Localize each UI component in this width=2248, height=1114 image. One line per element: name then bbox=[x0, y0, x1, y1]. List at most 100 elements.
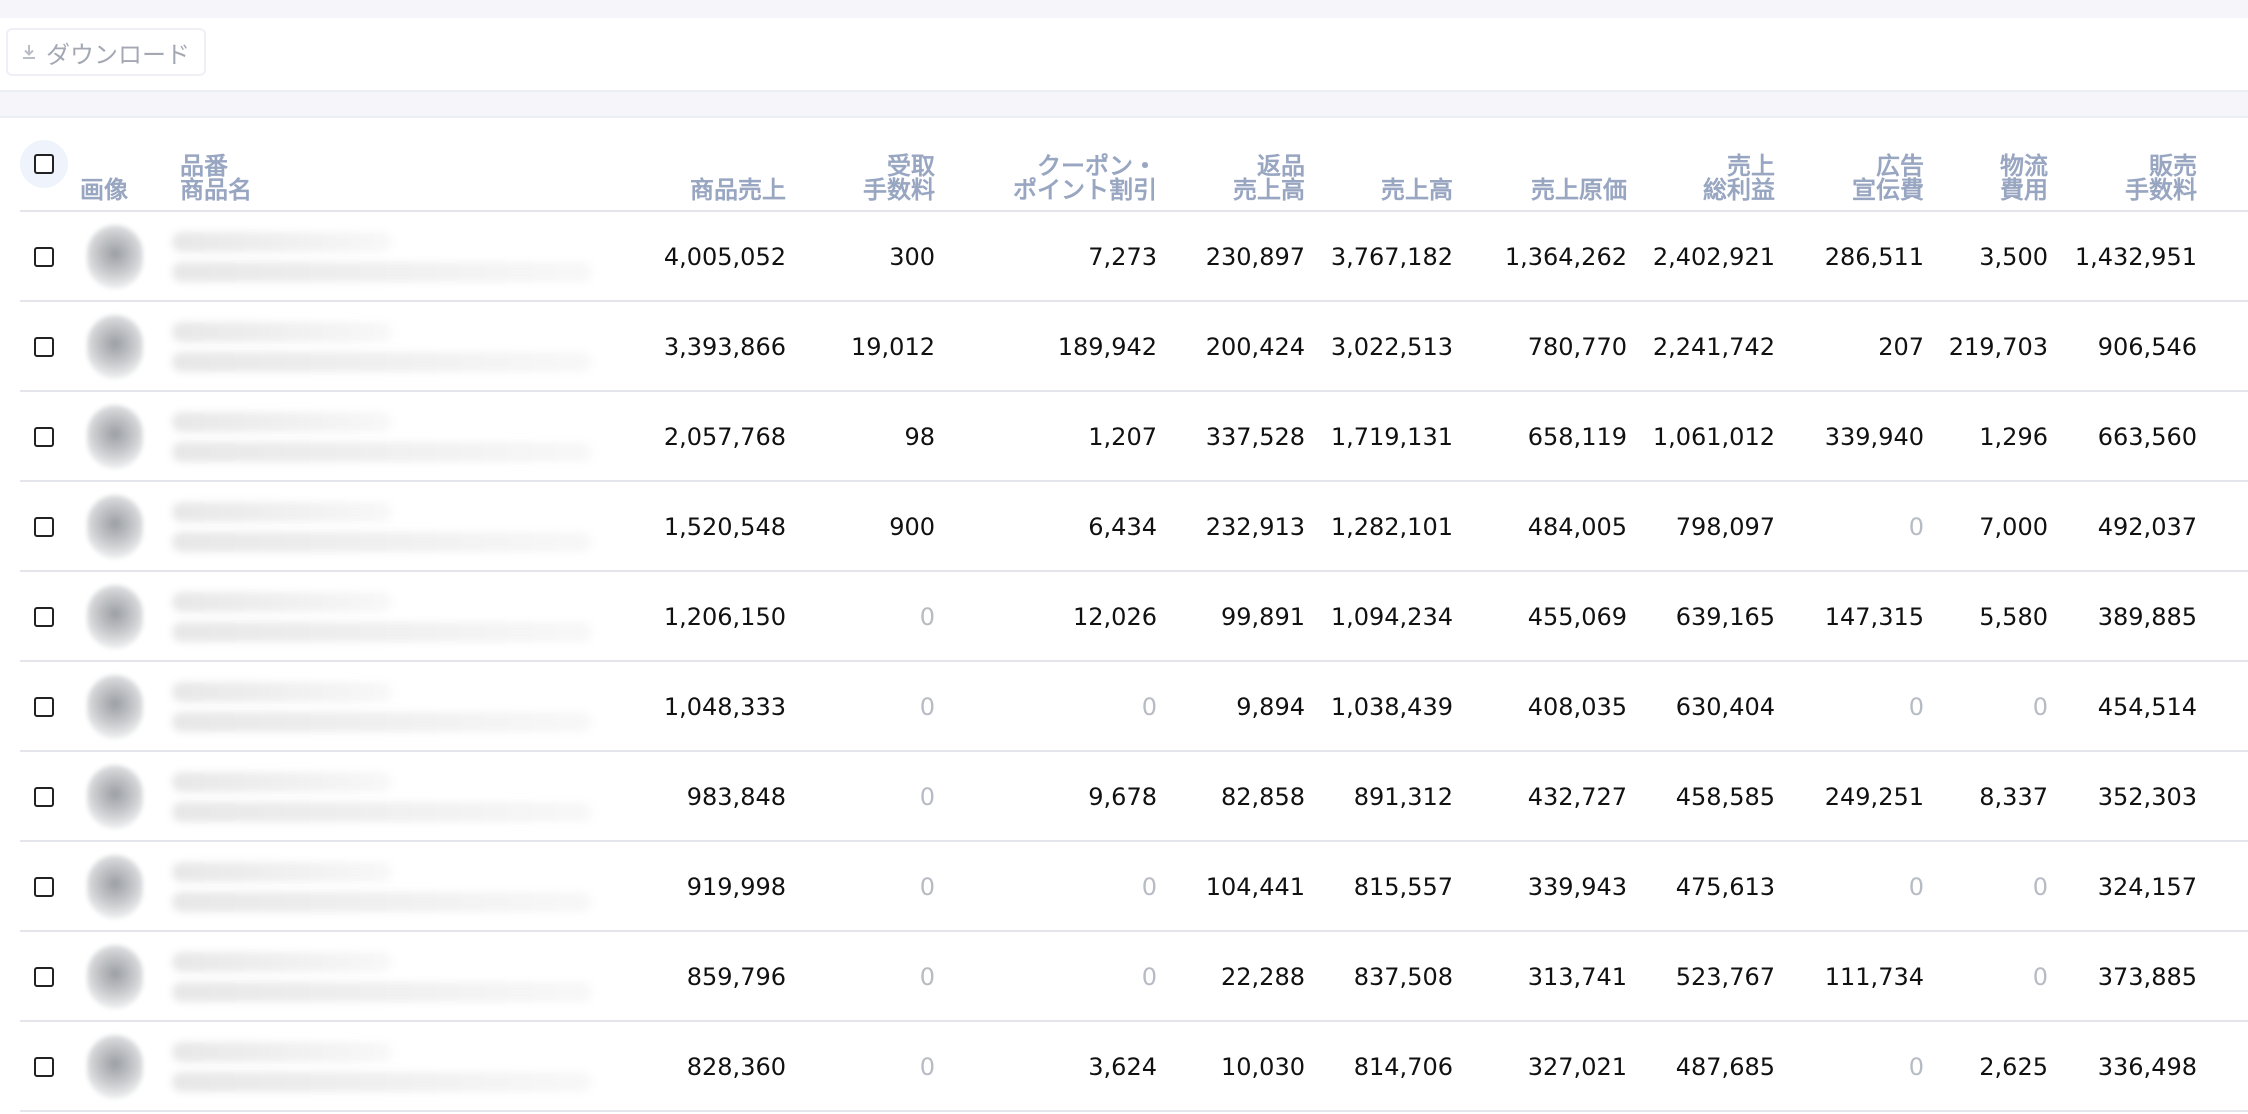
table-row[interactable]: 1,520,548 900 6,434 232,913 1,282,101 484,005… bbox=[0, 482, 2248, 572]
row-select-cell bbox=[20, 212, 68, 302]
product-name-redacted bbox=[172, 802, 592, 822]
cell-cogs: 658,119 bbox=[1527, 423, 1627, 451]
cell-gross-profit: 458,585 bbox=[1675, 783, 1775, 811]
cell-receipt-fee: 0 bbox=[919, 693, 935, 721]
cell-revenue: 1,719,131 bbox=[1330, 423, 1453, 451]
cell-advertising: 207 bbox=[1878, 333, 1924, 361]
table-row[interactable]: 983,848 0 9,678 82,858 891,312 432,727 458,585… bbox=[0, 752, 2248, 842]
row-checkbox[interactable] bbox=[34, 1057, 54, 1077]
product-name-cell bbox=[172, 392, 632, 482]
col-header-revenue[interactable]: 売上高 bbox=[1381, 176, 1453, 204]
product-thumbnail[interactable] bbox=[87, 315, 143, 379]
product-code-redacted bbox=[172, 952, 392, 972]
product-thumbnail[interactable] bbox=[87, 405, 143, 469]
row-checkbox[interactable] bbox=[34, 337, 54, 357]
cell-receipt-fee: 0 bbox=[919, 963, 935, 991]
cell-cogs: 327,021 bbox=[1527, 1053, 1627, 1081]
cell-advertising: 0 bbox=[1908, 513, 1924, 541]
cell-returns: 99,891 bbox=[1221, 603, 1305, 631]
cell-advertising: 0 bbox=[1908, 873, 1924, 901]
row-checkbox[interactable] bbox=[34, 877, 54, 897]
table-row[interactable]: 1,048,333 0 0 9,894 1,038,439 408,035 630,404 0… bbox=[0, 662, 2248, 752]
col-header-gross-profit[interactable]: 売上 総利益 bbox=[1703, 152, 1775, 204]
product-name-redacted bbox=[172, 532, 592, 552]
product-code-redacted bbox=[172, 412, 392, 432]
cell-gross-profit: 1,061,012 bbox=[1652, 423, 1775, 451]
col-header-product[interactable]: 品番 商品名 bbox=[180, 152, 252, 204]
cell-coupon: 0 bbox=[1141, 693, 1157, 721]
product-thumbnail[interactable] bbox=[87, 945, 143, 1009]
col-header-image[interactable]: 画像 bbox=[80, 176, 128, 204]
table-row[interactable]: 828,360 0 3,624 10,030 814,706 327,021 487,685… bbox=[0, 1022, 2248, 1112]
col-header-returns[interactable]: 返品 売上高 bbox=[1233, 152, 1305, 204]
cell-cogs: 339,943 bbox=[1527, 873, 1627, 901]
product-name-redacted bbox=[172, 712, 592, 732]
col-header-coupon[interactable]: クーポン・ ポイント割引 bbox=[1013, 152, 1157, 204]
row-select-cell bbox=[20, 662, 68, 752]
row-checkbox[interactable] bbox=[34, 697, 54, 717]
col-header-advertising[interactable]: 広告 宣伝費 bbox=[1852, 152, 1924, 204]
cell-gross-profit: 2,241,742 bbox=[1652, 333, 1775, 361]
table-header: 画像 品番 商品名 商品売上 受取 手数料 クーポン・ ポイント割引 返品 売上… bbox=[0, 116, 2248, 212]
product-name-cell bbox=[172, 752, 632, 842]
product-image-cell bbox=[80, 212, 150, 302]
product-thumbnail[interactable] bbox=[87, 675, 143, 739]
product-name-redacted bbox=[172, 622, 592, 642]
table-row[interactable]: 919,998 0 0 104,441 815,557 339,943 475,613 0 0 3… bbox=[0, 842, 2248, 932]
col-header-sales-fee[interactable]: 販売 手数料 bbox=[2125, 152, 2197, 204]
row-checkbox[interactable] bbox=[34, 427, 54, 447]
product-thumbnail[interactable] bbox=[87, 1035, 143, 1099]
cell-product-sales: 859,796 bbox=[686, 963, 786, 991]
cell-sales-fee: 352,303 bbox=[2097, 783, 2197, 811]
product-thumbnail[interactable] bbox=[87, 765, 143, 829]
row-checkbox[interactable] bbox=[34, 607, 54, 627]
cell-product-sales: 919,998 bbox=[686, 873, 786, 901]
cell-logistics: 3,500 bbox=[1979, 243, 2048, 271]
cell-sales-fee: 324,157 bbox=[2097, 873, 2197, 901]
col-header-product-sales[interactable]: 商品売上 bbox=[690, 176, 786, 204]
row-checkbox[interactable] bbox=[34, 517, 54, 537]
table-row[interactable]: 859,796 0 0 22,288 837,508 313,741 523,767 111,… bbox=[0, 932, 2248, 1022]
product-thumbnail[interactable] bbox=[87, 225, 143, 289]
cell-coupon: 7,273 bbox=[1088, 243, 1157, 271]
cell-sales-fee: 373,885 bbox=[2097, 963, 2197, 991]
col-header-receipt-fee[interactable]: 受取 手数料 bbox=[863, 152, 935, 204]
row-checkbox[interactable] bbox=[34, 967, 54, 987]
cell-logistics: 7,000 bbox=[1979, 513, 2048, 541]
cell-product-sales: 1,520,548 bbox=[663, 513, 786, 541]
cell-receipt-fee: 300 bbox=[889, 243, 935, 271]
product-code-redacted bbox=[172, 772, 392, 792]
select-all-checkbox[interactable] bbox=[34, 154, 54, 174]
table-row[interactable]: 3,393,866 19,012 189,942 200,424 3,022,513 78… bbox=[0, 302, 2248, 392]
table-row[interactable]: 1,206,150 0 12,026 99,891 1,094,234 455,069 63… bbox=[0, 572, 2248, 662]
cell-returns: 82,858 bbox=[1221, 783, 1305, 811]
row-select-cell bbox=[20, 752, 68, 842]
product-thumbnail[interactable] bbox=[87, 585, 143, 649]
download-label: ダウンロード bbox=[46, 40, 190, 69]
cell-cogs: 313,741 bbox=[1527, 963, 1627, 991]
row-checkbox[interactable] bbox=[34, 247, 54, 267]
product-name-cell bbox=[172, 842, 632, 932]
product-name-cell bbox=[172, 932, 632, 1022]
product-image-cell bbox=[80, 302, 150, 392]
cell-cogs: 408,035 bbox=[1527, 693, 1627, 721]
cell-logistics: 1,296 bbox=[1979, 423, 2048, 451]
cell-gross-profit: 523,767 bbox=[1675, 963, 1775, 991]
table-row[interactable]: 4,005,052 300 7,273 230,897 3,767,182 1,364,2… bbox=[0, 212, 2248, 302]
row-checkbox[interactable] bbox=[34, 787, 54, 807]
cell-cogs: 780,770 bbox=[1527, 333, 1627, 361]
table-body: 4,005,052 300 7,273 230,897 3,767,182 1,364,2… bbox=[0, 212, 2248, 1112]
product-thumbnail[interactable] bbox=[87, 855, 143, 919]
download-button[interactable]: ダウンロード bbox=[6, 28, 206, 76]
cell-gross-profit: 630,404 bbox=[1675, 693, 1775, 721]
top-band bbox=[0, 0, 2248, 20]
product-thumbnail[interactable] bbox=[87, 495, 143, 559]
cell-receipt-fee: 0 bbox=[919, 783, 935, 811]
cell-logistics: 8,337 bbox=[1979, 783, 2048, 811]
col-header-logistics[interactable]: 物流 費用 bbox=[2000, 152, 2048, 204]
cell-cogs: 484,005 bbox=[1527, 513, 1627, 541]
table-row[interactable]: 2,057,768 98 1,207 337,528 1,719,131 658,119 1… bbox=[0, 392, 2248, 482]
cell-receipt-fee: 19,012 bbox=[851, 333, 935, 361]
col-header-cogs[interactable]: 売上原価 bbox=[1531, 176, 1627, 204]
cell-revenue: 1,094,234 bbox=[1330, 603, 1453, 631]
